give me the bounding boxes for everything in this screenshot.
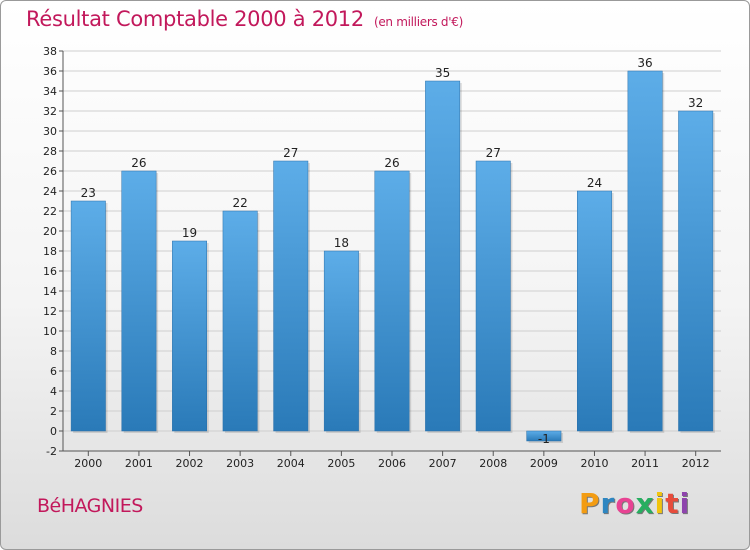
- data-labels: 23 26 19 22 27 18 26 35 27 -1 24 36 32: [81, 56, 704, 446]
- chart-title: Résultat Comptable 2000 à 2012 (en millie…: [26, 7, 463, 31]
- x-tick-label-2003: 2003: [226, 457, 254, 470]
- y-tick-label: 34: [43, 85, 57, 98]
- bar-2004: [273, 160, 309, 432]
- y-tick-label: 28: [43, 145, 57, 158]
- y-tick-label: 16: [43, 265, 57, 278]
- y-tick-label: 26: [43, 165, 57, 178]
- x-tick-label-2011: 2011: [631, 457, 659, 470]
- bar-2002: [172, 240, 207, 432]
- y-tick-label: 0: [50, 425, 57, 438]
- y-tick-label: 36: [43, 65, 57, 78]
- proxiti-logo[interactable]: Proxiti: [579, 487, 690, 520]
- bar-2001: [121, 170, 157, 432]
- chart-title-text: Résultat Comptable 2000 à 2012: [26, 7, 364, 31]
- y-tick-label: 4: [50, 385, 57, 398]
- x-tick-label-2006: 2006: [378, 457, 406, 470]
- data-label-2005: 18: [334, 236, 349, 250]
- logo-letter: P: [579, 487, 601, 520]
- y-tick-label: 38: [43, 45, 57, 58]
- x-tick-label-2004: 2004: [277, 457, 305, 470]
- bar-2005: [323, 250, 359, 432]
- bar-2008: [475, 160, 511, 432]
- x-tick-label-2005: 2005: [327, 457, 355, 470]
- bar-2011: [627, 70, 663, 432]
- data-label-2009: -1: [538, 432, 550, 446]
- y-tick-label: -2: [46, 445, 57, 458]
- x-tick-label-2012: 2012: [682, 457, 710, 470]
- data-label-2000: 23: [81, 186, 96, 200]
- data-label-2008: 27: [486, 146, 501, 160]
- bar-2010: [577, 190, 612, 432]
- x-tick-label-2000: 2000: [74, 457, 102, 470]
- y-tick-label: 20: [43, 225, 57, 238]
- logo-letter: i: [654, 487, 666, 520]
- bar-2003: [222, 210, 258, 432]
- data-label-2006: 26: [384, 156, 399, 170]
- data-label-2007: 35: [435, 66, 450, 80]
- bar-2006: [374, 170, 410, 432]
- x-tick-label-2009: 2009: [530, 457, 558, 470]
- chart-subtitle: (en milliers d'€): [373, 15, 463, 29]
- bar-2000: [70, 200, 106, 432]
- data-label-2004: 27: [283, 146, 298, 160]
- y-tick-label: 18: [43, 245, 57, 258]
- bar-2009: [526, 430, 562, 442]
- logo-letter: i: [679, 487, 691, 520]
- data-label-2010: 24: [587, 176, 602, 190]
- data-label-2002: 19: [182, 226, 197, 240]
- bar-2007: [425, 80, 461, 432]
- commune-name: BéHAGNIES: [37, 495, 143, 517]
- y-tick-label: 32: [43, 105, 57, 118]
- x-tick-label-2007: 2007: [429, 457, 457, 470]
- data-label-2012: 32: [688, 96, 703, 110]
- y-tick-label: 14: [43, 285, 57, 298]
- y-tick-label: 10: [43, 325, 57, 338]
- x-tick-label-2010: 2010: [580, 457, 608, 470]
- y-tick-label: 22: [43, 205, 57, 218]
- x-tick-label-2008: 2008: [479, 457, 507, 470]
- y-tick-label: 2: [50, 405, 57, 418]
- y-tick-label: 24: [43, 185, 57, 198]
- bars: [70, 70, 715, 443]
- logo-letter: r: [600, 487, 616, 520]
- data-label-2001: 26: [131, 156, 146, 170]
- y-tick-label: 12: [43, 305, 57, 318]
- logo-letter: t: [665, 487, 680, 520]
- data-label-2011: 36: [637, 56, 652, 70]
- x-tick-label-2002: 2002: [176, 457, 204, 470]
- bar-2012: [678, 110, 714, 432]
- x-tick-label-2001: 2001: [125, 457, 153, 470]
- axes: -202468101214161820222426283032343638200…: [43, 45, 721, 470]
- y-tick-label: 8: [50, 345, 57, 358]
- y-tick-label: 6: [50, 365, 57, 378]
- data-label-2003: 22: [233, 196, 248, 210]
- logo-letter: o: [615, 487, 636, 520]
- y-tick-label: 30: [43, 125, 57, 138]
- logo-letter: x: [635, 487, 655, 520]
